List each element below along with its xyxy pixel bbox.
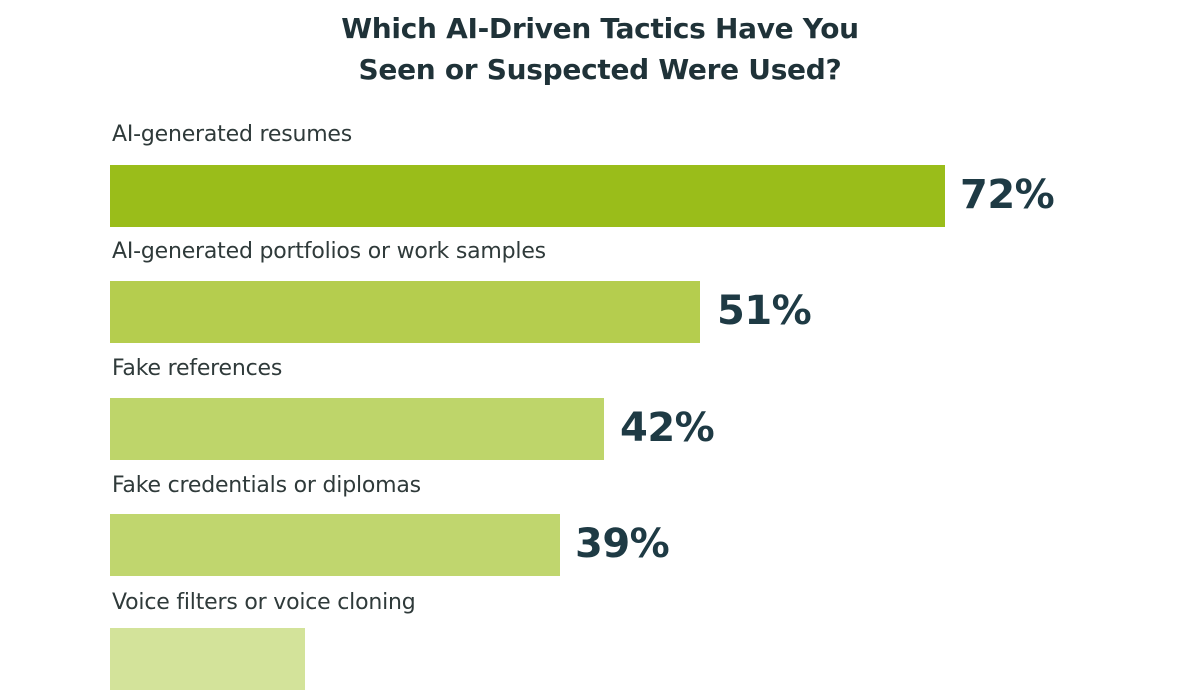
category-label: AI-generated resumes: [112, 122, 353, 147]
bar-ai-generated-portfolios: [110, 281, 700, 343]
chart-title: Which AI-Driven Tactics Have You Seen or…: [0, 8, 1200, 90]
value-label: 72%: [960, 172, 1055, 218]
category-label: AI-generated portfolios or work samples: [112, 239, 546, 264]
category-label: Fake credentials or diplomas: [112, 473, 421, 498]
bar-fake-references: [110, 398, 604, 460]
value-label: 42%: [620, 405, 715, 451]
bar-ai-generated-resumes: [110, 165, 945, 227]
value-label: 39%: [575, 521, 670, 567]
category-label: Voice filters or voice cloning: [112, 590, 416, 615]
bar-voice-filters: [110, 628, 305, 690]
category-label: Fake references: [112, 356, 283, 381]
chart-title-line-1: Which AI-Driven Tactics Have You: [341, 12, 859, 45]
value-label: 51%: [717, 288, 812, 334]
bar-fake-credentials: [110, 514, 560, 576]
chart-title-line-2: Seen or Suspected Were Used?: [358, 53, 842, 86]
